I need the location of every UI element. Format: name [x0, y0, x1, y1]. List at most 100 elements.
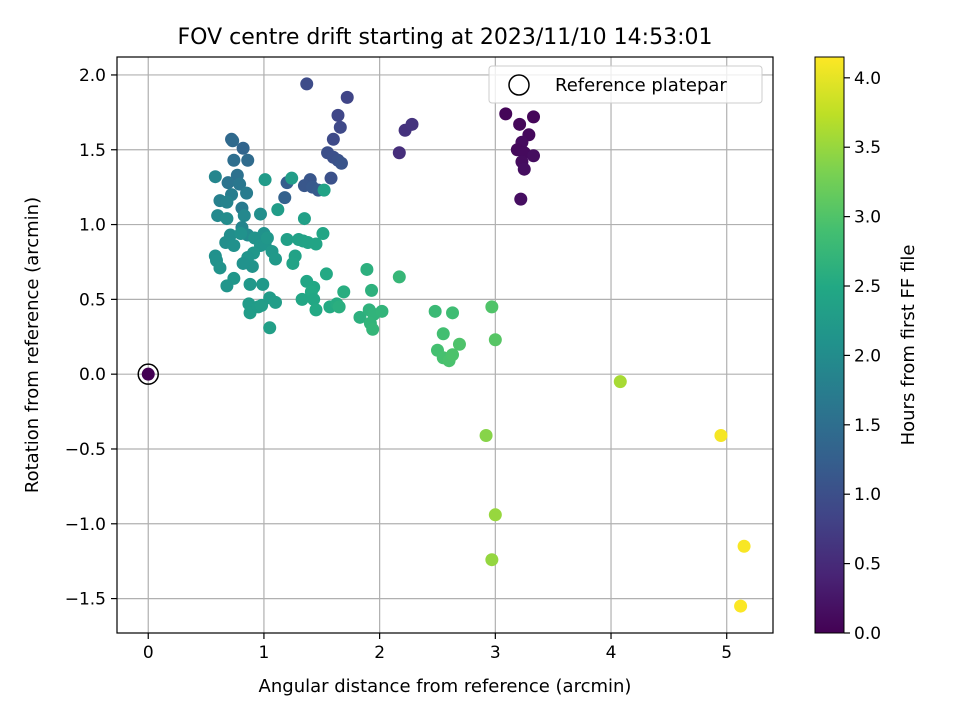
data-point	[517, 162, 531, 176]
data-point	[234, 227, 248, 241]
data-point	[613, 375, 627, 389]
y-tick-label: 0.0	[79, 365, 106, 385]
data-point	[333, 120, 347, 134]
colorbar-gradient	[815, 57, 844, 633]
colorbar-label: Hours from first FF file	[898, 245, 919, 446]
reference-marker	[137, 363, 159, 385]
data-point	[208, 170, 222, 184]
data-point	[428, 304, 442, 318]
x-axis-label: Angular distance from reference (arcmin)	[259, 676, 632, 697]
data-point	[479, 429, 493, 443]
data-point	[240, 186, 254, 200]
data-point	[226, 134, 240, 148]
grid	[117, 57, 773, 633]
x-tick-label: 1	[259, 643, 270, 663]
colorbar-tick-label: 2.5	[854, 277, 881, 297]
data-point	[513, 117, 527, 131]
y-tick-label: 0.5	[79, 290, 106, 310]
x-tick-label: 0	[143, 643, 154, 663]
data-point	[271, 203, 285, 217]
data-point	[297, 212, 311, 226]
data-point	[488, 333, 502, 347]
data-point	[141, 367, 155, 381]
data-point	[340, 90, 354, 104]
data-point	[260, 231, 274, 245]
data-point	[527, 149, 541, 163]
data-point	[334, 156, 348, 170]
x-axis-ticks: 0 1 2 3 4 5	[143, 633, 732, 663]
data-point	[236, 141, 250, 155]
data-point	[366, 322, 380, 336]
data-point	[514, 192, 528, 206]
chart-title: FOV centre drift starting at 2023/11/10 …	[178, 25, 713, 50]
data-point	[452, 337, 466, 351]
data-point	[227, 239, 241, 253]
data-point	[337, 285, 351, 299]
data-point	[236, 256, 250, 270]
data-point	[365, 283, 379, 297]
data-point	[324, 171, 338, 185]
data-point	[499, 107, 513, 121]
legend-marker	[508, 74, 530, 96]
data-point	[220, 279, 234, 293]
colorbar: 0.0 0.5 1.0 1.5 2.0 2.5 3.0 3.5 4.0 Hours from f…	[814, 56, 919, 644]
data-point	[331, 108, 345, 122]
data-point	[221, 176, 235, 190]
data-point	[263, 321, 277, 335]
data-point	[285, 171, 299, 185]
legend-label: Reference platepar	[555, 75, 727, 96]
data-point	[237, 209, 251, 223]
data-point	[220, 195, 234, 209]
data-point	[300, 77, 314, 91]
y-tick-label: 1.5	[79, 141, 106, 161]
data-point	[714, 429, 728, 443]
data-point	[269, 252, 283, 266]
colorbar-frame	[814, 56, 845, 634]
data-point	[241, 153, 255, 167]
data-point	[309, 303, 323, 317]
colorbar-tick-label: 0.0	[854, 624, 881, 644]
colorbar-tick-label: 1.0	[854, 485, 881, 505]
data-point	[213, 261, 227, 275]
colorbar-tick-label: 4.0	[854, 69, 881, 89]
data-point	[737, 539, 751, 553]
data-point	[488, 508, 502, 522]
colorbar-tick-label: 1.5	[854, 416, 881, 436]
data-point	[446, 348, 460, 362]
data-point	[269, 295, 283, 309]
data-points	[137, 77, 751, 613]
data-point	[485, 553, 499, 567]
data-point	[436, 327, 450, 341]
data-point	[258, 173, 272, 187]
data-point	[309, 237, 323, 251]
x-tick-label: 2	[374, 643, 385, 663]
legend-box	[488, 65, 763, 104]
data-point	[319, 267, 333, 281]
data-point	[316, 227, 330, 241]
y-tick-label: 1.0	[79, 216, 106, 236]
colorbar-tick-label: 3.0	[854, 208, 881, 228]
data-point	[353, 310, 367, 324]
data-point	[360, 262, 374, 276]
x-tick-label: 3	[490, 643, 501, 663]
y-tick-label: −1.5	[65, 590, 106, 610]
data-point	[375, 304, 389, 318]
colorbar-ticks: 0.0 0.5 1.0 1.5 2.0 2.5 3.0 3.5 4.0	[844, 69, 881, 644]
data-point	[253, 207, 267, 221]
data-point	[485, 300, 499, 314]
data-point	[220, 212, 234, 226]
data-point	[317, 183, 331, 197]
data-point	[446, 306, 460, 320]
data-point	[392, 270, 406, 284]
plot-frame	[116, 56, 774, 634]
data-point	[233, 177, 247, 191]
data-point	[243, 277, 257, 291]
colorbar-tick-label: 3.5	[854, 138, 881, 158]
data-point	[286, 256, 300, 270]
data-point	[326, 132, 340, 146]
data-point	[256, 277, 270, 291]
data-point	[332, 300, 346, 314]
data-point	[280, 233, 294, 247]
data-point	[734, 599, 748, 613]
